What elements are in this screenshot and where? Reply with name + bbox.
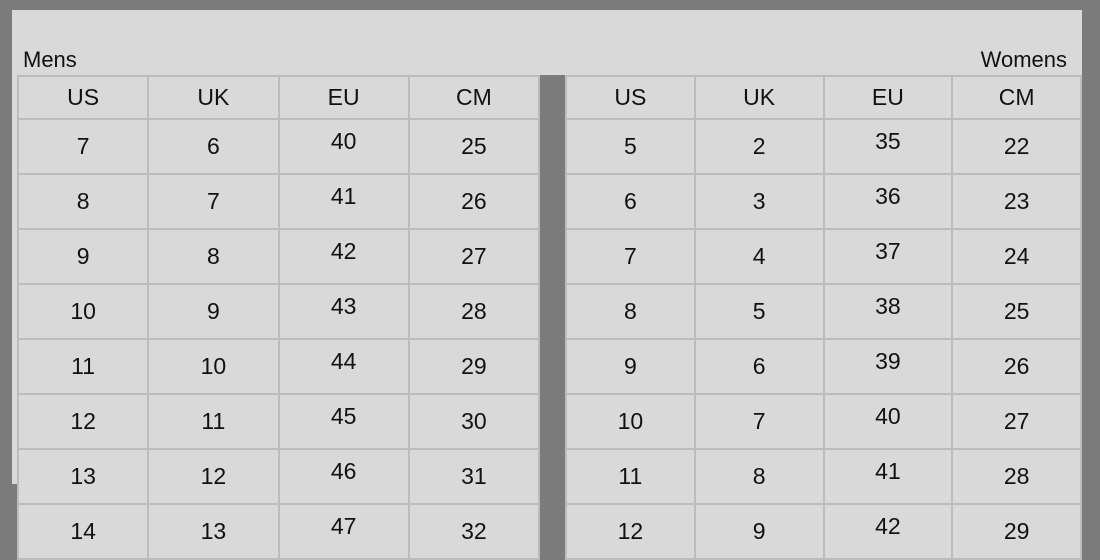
- cell-us: 9: [565, 338, 696, 395]
- page: { "mens": { "caption": "Mens", "headers"…: [12, 10, 1082, 560]
- cell-cm: 22: [951, 118, 1082, 175]
- womens-caption: Womens: [980, 47, 1067, 72]
- cell-cm: 26: [951, 338, 1082, 395]
- cell-eu: 45: [277, 393, 410, 450]
- column-header-uk: UK: [147, 75, 280, 120]
- cell-uk: 6: [693, 338, 825, 395]
- column-header-eu: EU: [277, 75, 410, 120]
- cell-uk: 13: [147, 503, 280, 560]
- cell-eu: 42: [822, 503, 954, 560]
- cell-uk: 5: [693, 283, 825, 340]
- table-row: 9 8 42 27: [16, 228, 541, 285]
- cell-eu: 37: [822, 228, 954, 285]
- table-row: 6 3 36 23: [565, 173, 1082, 230]
- cell-us: 11: [565, 448, 696, 505]
- cell-us: 8: [565, 283, 696, 340]
- cell-cm: 27: [951, 393, 1082, 450]
- table-divider: [540, 75, 565, 485]
- cell-cm: 26: [407, 173, 541, 230]
- cell-uk: 11: [147, 393, 280, 450]
- cell-us: 6: [565, 173, 696, 230]
- cell-cm: 28: [407, 283, 541, 340]
- column-header-eu: EU: [822, 75, 954, 120]
- cell-us: 10: [565, 393, 696, 450]
- cell-eu: 43: [277, 283, 410, 340]
- cell-eu: 41: [822, 448, 954, 505]
- cell-cm: 25: [951, 283, 1082, 340]
- table-row: 12 9 42 29: [565, 503, 1082, 560]
- cell-uk: 7: [147, 173, 280, 230]
- cell-cm: 30: [407, 393, 541, 450]
- cell-us: 12: [16, 393, 150, 450]
- mens-caption: Mens: [23, 47, 77, 72]
- cell-uk: 4: [693, 228, 825, 285]
- column-header-cm: CM: [407, 75, 541, 120]
- cell-cm: 24: [951, 228, 1082, 285]
- cell-eu: 35: [822, 118, 954, 175]
- cell-cm: 27: [407, 228, 541, 285]
- table-row: 10 9 43 28: [16, 283, 541, 340]
- cell-cm: 31: [407, 448, 541, 505]
- cell-eu: 46: [277, 448, 410, 505]
- table-row: 13 12 46 31: [16, 448, 541, 505]
- womens-size-table: US UK EU CM 5 2 35 22 6 3 36 23 7 4 37 24 8 5 38 25 9 6 39 26 1…: [565, 75, 1082, 560]
- table-row: 9 6 39 26: [565, 338, 1082, 395]
- cell-uk: 6: [147, 118, 280, 175]
- cell-us: 7: [16, 118, 150, 175]
- cell-uk: 3: [693, 173, 825, 230]
- table-row: 11 8 41 28: [565, 448, 1082, 505]
- column-header-us: US: [565, 75, 696, 120]
- header-row: US UK EU CM: [16, 75, 541, 120]
- cell-cm: 29: [407, 338, 541, 395]
- table-row: 8 5 38 25: [565, 283, 1082, 340]
- cell-cm: 29: [951, 503, 1082, 560]
- cell-uk: 7: [693, 393, 825, 450]
- column-header-cm: CM: [951, 75, 1082, 120]
- cell-uk: 9: [147, 283, 280, 340]
- cell-us: 11: [16, 338, 150, 395]
- cell-cm: 25: [407, 118, 541, 175]
- table-row: 10 7 40 27: [565, 393, 1082, 450]
- table-row: 14 13 47 32: [16, 503, 541, 560]
- cell-us: 12: [565, 503, 696, 560]
- cell-us: 10: [16, 283, 150, 340]
- cell-eu: 36: [822, 173, 954, 230]
- cell-eu: 38: [822, 283, 954, 340]
- cell-us: 7: [565, 228, 696, 285]
- cell-us: 5: [565, 118, 696, 175]
- cell-eu: 40: [277, 118, 410, 175]
- cell-us: 9: [16, 228, 150, 285]
- cell-uk: 2: [693, 118, 825, 175]
- header-row: US UK EU CM: [565, 75, 1082, 120]
- mens-size-table: US UK EU CM 7 6 40 25 8 7 41 26 9 8 42 27 10 9 43 28 11 10 44…: [16, 75, 541, 560]
- cell-uk: 8: [693, 448, 825, 505]
- cell-uk: 8: [147, 228, 280, 285]
- column-header-us: US: [16, 75, 150, 120]
- cell-eu: 41: [277, 173, 410, 230]
- cell-eu: 44: [277, 338, 410, 395]
- table-row: 5 2 35 22: [565, 118, 1082, 175]
- cell-eu: 42: [277, 228, 410, 285]
- column-header-uk: UK: [693, 75, 825, 120]
- table-row: 7 6 40 25: [16, 118, 541, 175]
- cell-cm: 28: [951, 448, 1082, 505]
- cell-cm: 23: [951, 173, 1082, 230]
- table-row: 7 4 37 24: [565, 228, 1082, 285]
- table-row: 12 11 45 30: [16, 393, 541, 450]
- cell-eu: 47: [277, 503, 410, 560]
- cell-uk: 10: [147, 338, 280, 395]
- cell-us: 14: [16, 503, 150, 560]
- cell-us: 8: [16, 173, 150, 230]
- cell-uk: 12: [147, 448, 280, 505]
- cell-us: 13: [16, 448, 150, 505]
- size-chart-panel: Mens Womens US UK EU CM 7 6 40 25 8 7 41 26 9 8 42 27 1…: [12, 10, 1082, 560]
- cell-eu: 39: [822, 338, 954, 395]
- cell-eu: 40: [822, 393, 954, 450]
- cell-uk: 9: [693, 503, 825, 560]
- cell-cm: 32: [407, 503, 541, 560]
- table-row: 8 7 41 26: [16, 173, 541, 230]
- table-row: 11 10 44 29: [16, 338, 541, 395]
